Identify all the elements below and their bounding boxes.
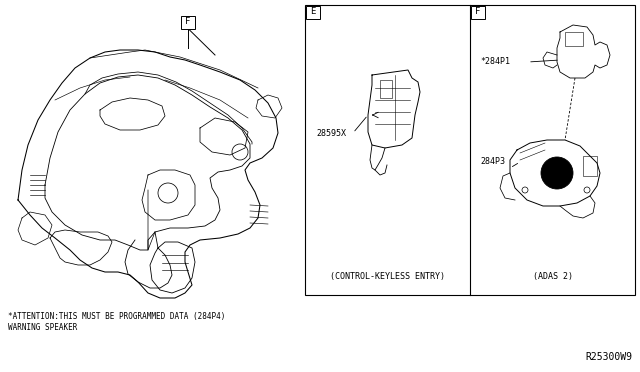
Text: *284P1: *284P1 — [480, 58, 510, 67]
Circle shape — [541, 157, 573, 189]
Bar — [565, 32, 583, 46]
Text: (ADAS 2): (ADAS 2) — [533, 273, 573, 282]
Text: R25300W9: R25300W9 — [585, 352, 632, 362]
Bar — [380, 80, 392, 98]
Text: 284P3: 284P3 — [480, 157, 505, 167]
Bar — [306, 6, 320, 19]
Text: F: F — [186, 17, 191, 26]
Bar — [583, 156, 597, 176]
Text: E: E — [310, 7, 316, 16]
Text: (CONTROL-KEYLESS ENTRY): (CONTROL-KEYLESS ENTRY) — [330, 273, 445, 282]
Text: F: F — [476, 7, 481, 16]
Text: WARNING SPEAKER: WARNING SPEAKER — [8, 323, 77, 332]
Text: 28595X: 28595X — [316, 128, 346, 138]
Bar — [471, 6, 485, 19]
Text: *ATTENTION:THIS MUST BE PROGRAMMED DATA (284P4): *ATTENTION:THIS MUST BE PROGRAMMED DATA … — [8, 312, 225, 321]
Bar — [181, 16, 195, 29]
Bar — [305, 5, 635, 295]
